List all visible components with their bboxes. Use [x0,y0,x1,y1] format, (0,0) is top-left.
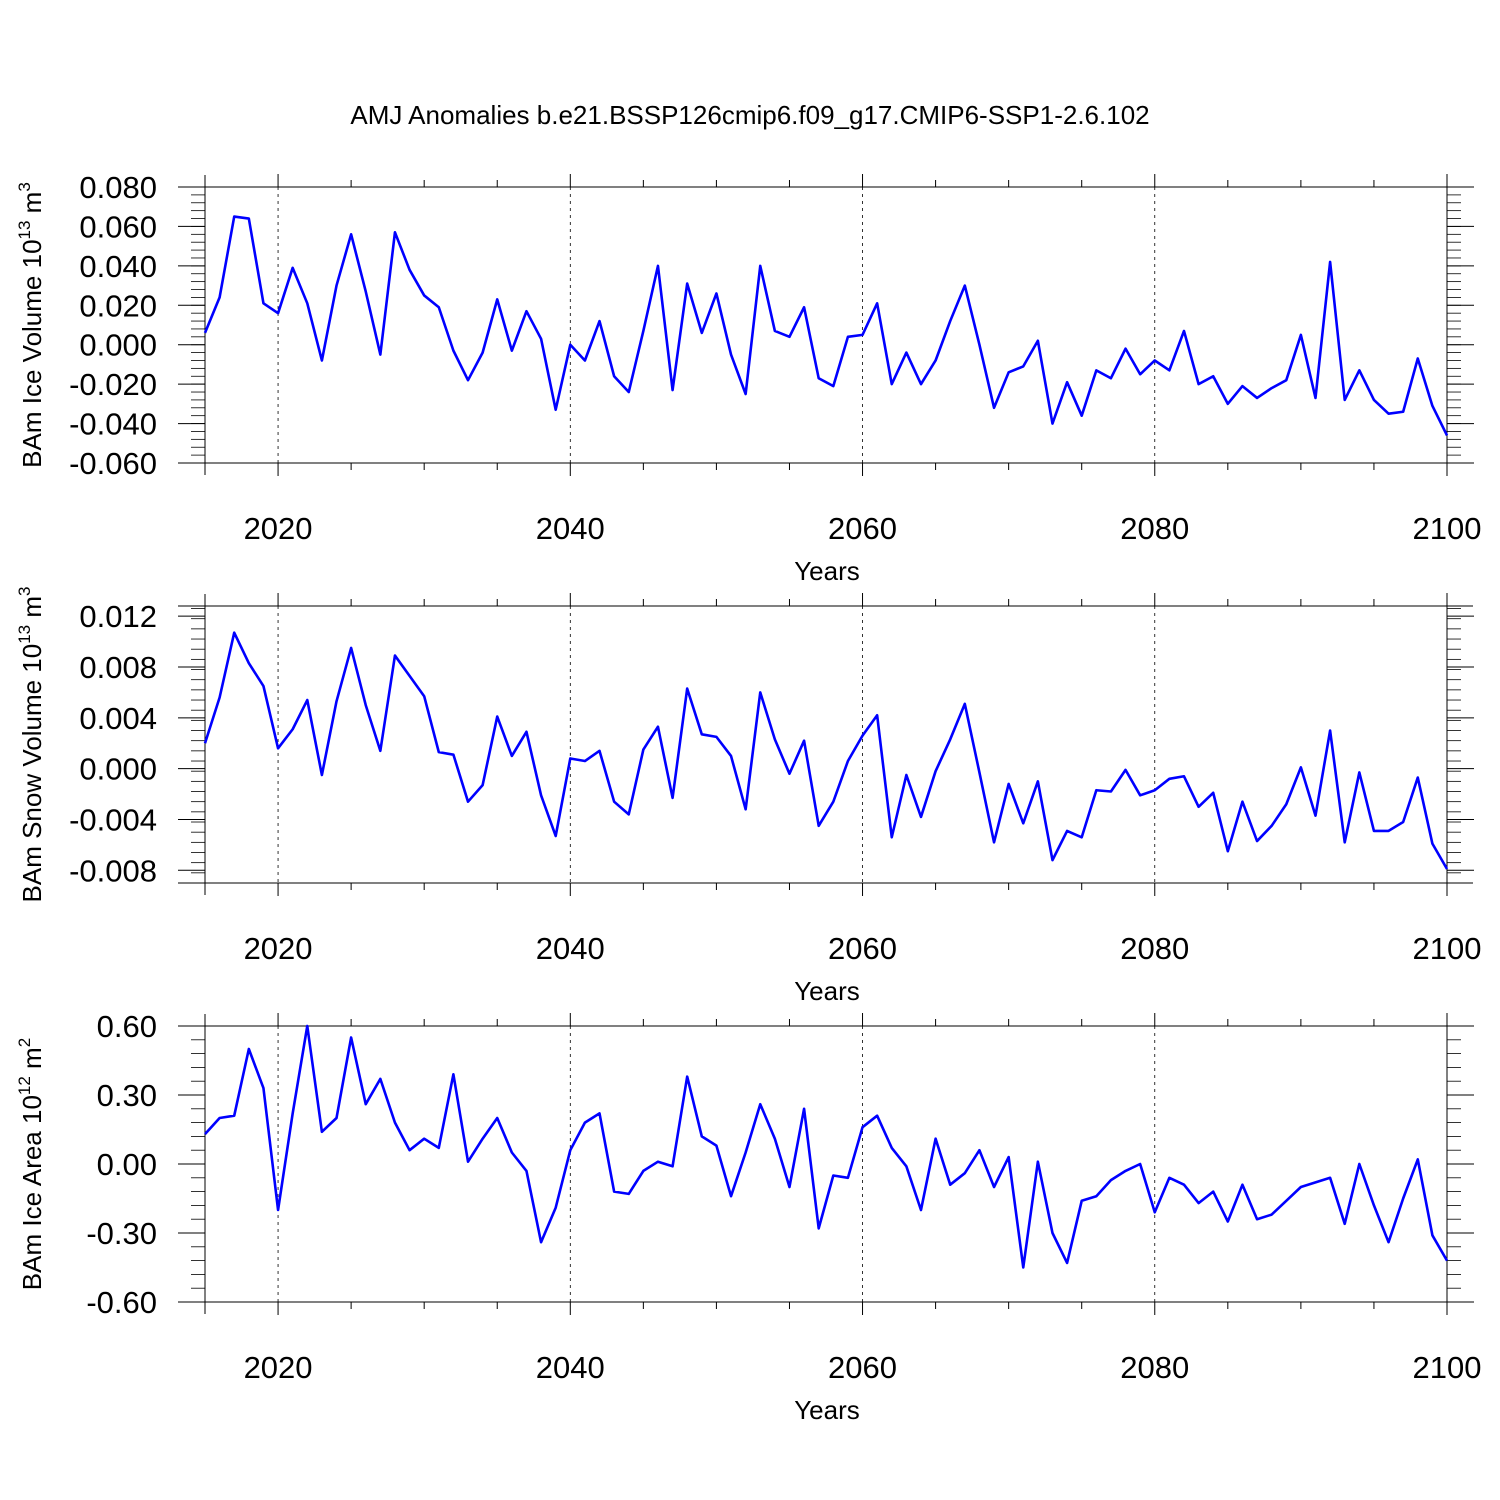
series-line [204,1024,1449,1269]
y-tick-label: 0.004 [79,701,157,736]
y-tick-label: 0.060 [79,209,157,244]
y-tick-label: 0.000 [79,328,157,363]
x-tick-label: 2080 [1120,511,1189,546]
x-tick-label: 2040 [536,931,605,966]
chart-title: AMJ Anomalies b.e21.BSSP126cmip6.f09_g17… [350,100,1149,130]
x-tick-label: 2040 [536,511,605,546]
x-tick-label: 2040 [536,1350,605,1385]
panel-1: 2020 2040 2060 2080 2100 -0.060 -0.040 -0.020 0.… [15,170,1481,586]
x-axis-title: Years [794,976,860,1006]
x-tick-label: 2060 [828,1350,897,1385]
x-tick-label: 2020 [244,1350,313,1385]
y-tick-label: 0.000 [79,752,157,787]
panel-2: 2020 2040 2060 2080 2100 -0.008 -0.004 0.000 0.0… [15,587,1481,1006]
y-tick-label: 0.00 [97,1147,157,1182]
y-tick-label: -0.060 [69,446,157,481]
x-tick-label: 2080 [1120,1350,1189,1385]
x-tick-label: 2060 [828,511,897,546]
x-tick-label: 2100 [1413,931,1482,966]
y-tick-label: 0.30 [97,1078,157,1113]
y-axis-title: BAm Ice Volume 1013 m3 [15,182,47,468]
x-tick-label: 2080 [1120,931,1189,966]
y-tick-label: 0.60 [97,1009,157,1044]
y-tick-label: 0.020 [79,288,157,323]
y-axis-title: BAm Snow Volume 1013 m3 [15,587,47,903]
y-tick-label: -0.30 [86,1216,157,1251]
x-tick-label: 2020 [244,931,313,966]
panels: 2020 2040 2060 2080 2100 -0.060 -0.040 -0.020 0.… [15,170,1481,1425]
y-tick-label: -0.004 [69,802,157,837]
y-axis-title: BAm Ice Area 1012 m2 [15,1038,47,1290]
x-tick-label: 2100 [1413,1350,1482,1385]
panel-3: 2020 2040 2060 2080 2100 -0.60 -0.30 0.00 0.30 0.… [15,1009,1481,1425]
y-tick-label: 0.008 [79,650,157,685]
x-axis-title: Years [794,556,860,586]
y-tick-label: -0.040 [69,407,157,442]
y-tick-label: -0.60 [86,1285,157,1320]
y-tick-label: 0.080 [79,170,157,205]
y-tick-label: -0.020 [69,367,157,402]
x-axis-title: Years [794,1395,860,1425]
x-tick-label: 2020 [244,511,313,546]
x-tick-label: 2060 [828,931,897,966]
y-tick-label: 0.040 [79,249,157,284]
series-line [203,631,1449,870]
series-line [203,215,1449,436]
x-tick-label: 2100 [1413,511,1482,546]
y-tick-label: 0.012 [79,599,157,634]
y-tick-label: -0.008 [69,853,157,888]
